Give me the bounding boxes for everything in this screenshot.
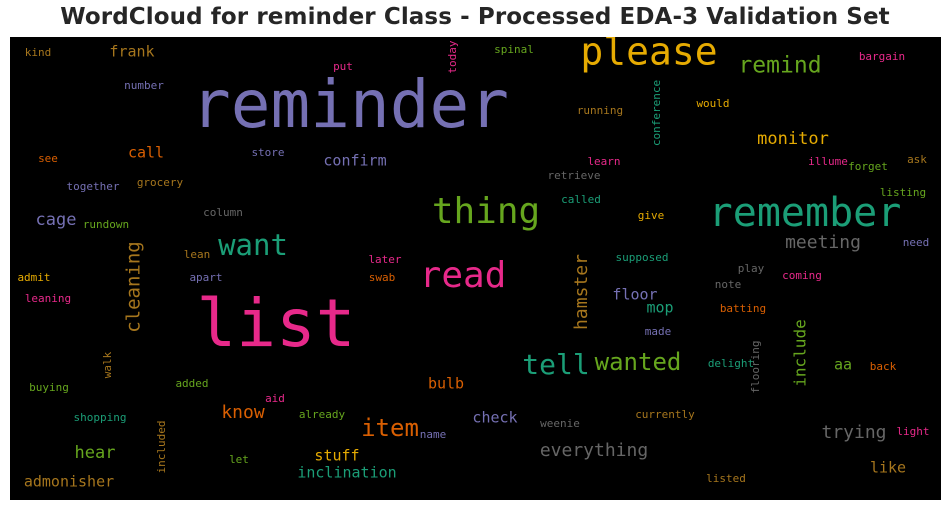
word-coming: coming — [782, 269, 822, 282]
word-already: already — [299, 408, 346, 421]
word-let: let — [229, 453, 249, 466]
word-learn: learn — [587, 155, 620, 168]
wordcloud-canvas: reminder list please remember thing read want t… — [17, 37, 930, 491]
word-frank: frank — [109, 43, 154, 61]
word-batting: batting — [720, 302, 766, 315]
word-check: check — [472, 409, 517, 427]
word-number: number — [124, 79, 164, 92]
word-bargain: bargain — [859, 50, 905, 63]
word-see: see — [38, 152, 58, 165]
word-currently: currently — [635, 408, 695, 421]
word-delight: delight — [708, 357, 754, 370]
word-back: back — [870, 360, 897, 373]
word-retrieve: retrieve — [548, 169, 601, 182]
word-swab: swab — [369, 271, 396, 284]
word-weenie: weenie — [540, 417, 580, 430]
word-confirm: confirm — [323, 152, 386, 170]
wordcloud-panel: reminder list please remember thing read want t… — [10, 37, 941, 500]
word-need: need — [903, 236, 930, 249]
word-stuff: stuff — [314, 447, 359, 465]
word-added: added — [175, 377, 208, 390]
word-thing: thing — [432, 191, 540, 232]
word-supposed: supposed — [616, 251, 669, 264]
word-name: name — [420, 428, 447, 441]
word-put: put — [333, 60, 353, 73]
word-give: give — [638, 209, 665, 222]
word-light: light — [896, 425, 929, 438]
word-aa: aa — [834, 356, 852, 374]
word-admit: admit — [17, 271, 50, 284]
word-walk: walk — [101, 351, 114, 378]
word-mop: mop — [646, 299, 673, 317]
word-forget: forget — [848, 160, 888, 173]
word-kind: kind — [25, 46, 52, 59]
word-cleaning: cleaning — [123, 241, 145, 333]
word-reminder: reminder — [191, 66, 509, 143]
word-rundown: rundown — [83, 218, 129, 231]
word-floor: floor — [612, 286, 657, 304]
word-hamster: hamster — [571, 254, 592, 330]
word-everything: everything — [540, 440, 648, 461]
word-want: want — [218, 228, 288, 262]
word-monitor: monitor — [757, 129, 829, 149]
word-know: know — [221, 402, 265, 423]
word-tell: tell — [522, 348, 589, 381]
word-grocery: grocery — [137, 176, 184, 189]
word-listing: listing — [880, 186, 926, 199]
word-illume: illume — [808, 155, 848, 168]
word-trying: trying — [821, 422, 886, 443]
word-today: today — [446, 40, 459, 73]
word-later: later — [368, 253, 401, 266]
word-column: column — [203, 206, 243, 219]
word-flooring: flooring — [749, 341, 762, 394]
word-made: made — [645, 325, 672, 338]
word-conference: conference — [650, 80, 663, 146]
word-include: include — [791, 319, 810, 386]
word-leaning: leaning — [25, 292, 71, 305]
chart-title: WordCloud for reminder Class - Processed… — [60, 4, 890, 30]
word-apart: apart — [189, 271, 222, 284]
word-ask: ask — [907, 153, 927, 166]
word-play: play — [738, 262, 765, 275]
word-hear: hear — [75, 443, 116, 463]
word-would: would — [696, 97, 729, 110]
word-please: please — [580, 37, 717, 74]
word-read: read — [420, 255, 507, 296]
word-running: running — [577, 104, 623, 117]
word-lean: lean — [184, 248, 211, 261]
word-together: together — [67, 180, 120, 193]
word-call: call — [128, 144, 164, 162]
word-wanted: wanted — [595, 348, 682, 376]
word-remind: remind — [738, 53, 821, 79]
word-bulb: bulb — [428, 375, 464, 393]
word-remember: remember — [709, 190, 902, 236]
word-store: store — [251, 146, 284, 159]
word-cage: cage — [36, 210, 77, 230]
word-list: list — [197, 285, 356, 362]
word-shopping: shopping — [74, 411, 127, 424]
word-aid: aid — [265, 392, 285, 405]
word-spinal: spinal — [494, 43, 534, 56]
word-called: called — [561, 193, 601, 206]
word-listed: listed — [706, 472, 746, 485]
word-inclination: inclination — [297, 464, 396, 482]
word-meeting: meeting — [785, 232, 861, 253]
word-like: like — [870, 459, 906, 477]
word-item: item — [361, 414, 419, 442]
word-admonisher: admonisher — [24, 473, 114, 491]
word-note: note — [715, 278, 742, 291]
word-buying: buying — [29, 381, 69, 394]
word-included: included — [155, 421, 168, 474]
